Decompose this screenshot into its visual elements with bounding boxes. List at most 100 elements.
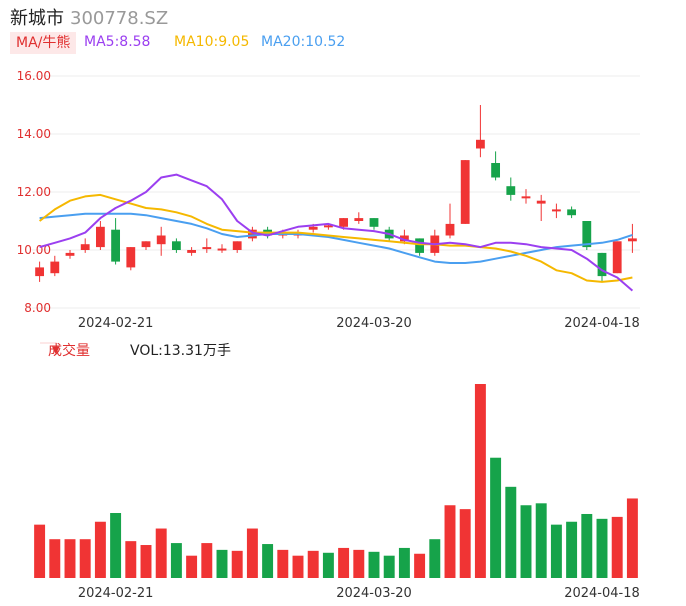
- volume-bar: [34, 524, 46, 578]
- stock-code: 300778.SZ: [70, 8, 169, 29]
- volume-bar: [429, 539, 441, 578]
- candle-body: [536, 200, 546, 204]
- candle-body: [111, 229, 121, 262]
- volume-bar: [474, 384, 486, 578]
- volume-bar: [581, 513, 593, 578]
- volume-bar: [246, 528, 258, 578]
- candle-body: [171, 241, 181, 250]
- ma10-line: [38, 193, 633, 283]
- stock-name: 新城市: [10, 8, 64, 29]
- candle-body: [369, 218, 379, 227]
- volume-bar: [231, 550, 243, 578]
- stock-title: 新城市 300778.SZ: [10, 4, 168, 30]
- candle-body: [187, 250, 197, 253]
- price-date-label: 2024-04-18: [564, 316, 640, 331]
- volume-bar: [414, 553, 426, 578]
- ma5-line: [39, 173, 634, 292]
- price-date-label: 2024-02-21: [78, 316, 154, 331]
- volume-bar: [398, 547, 410, 578]
- volume-tag-label: 成交量: [48, 343, 90, 359]
- volume-bar: [186, 555, 198, 578]
- volume-bar: [383, 555, 395, 578]
- candle-body: [232, 241, 242, 250]
- candle-body: [460, 160, 470, 224]
- candle-body: [445, 223, 455, 236]
- volume-bar: [596, 518, 608, 578]
- volume-bar: [322, 552, 334, 578]
- ma5-legend: MA5:8.58: [84, 34, 151, 50]
- candle-body: [399, 235, 409, 242]
- volume-bar: [520, 505, 532, 578]
- volume-bar: [277, 549, 289, 578]
- volume-bar: [626, 498, 638, 578]
- price-tick-label: 12.00: [17, 185, 51, 199]
- candle-body: [50, 261, 60, 274]
- candle-body: [567, 209, 577, 216]
- candle-body: [247, 229, 257, 239]
- ma-indicator-selector[interactable]: MA/牛熊: [10, 32, 77, 54]
- candle-body: [506, 186, 516, 195]
- volume-date-label: 2024-03-20: [336, 586, 412, 601]
- candle-body: [80, 244, 90, 250]
- candle-body: [475, 139, 485, 149]
- ma20-line: [39, 212, 633, 264]
- candle-body: [521, 196, 531, 199]
- price-tick-label: 8.00: [24, 301, 51, 315]
- volume-bar: [338, 547, 350, 578]
- volume-bar: [125, 541, 137, 578]
- volume-bar: [110, 513, 122, 578]
- candle-body: [65, 252, 75, 256]
- volume-bar: [140, 545, 152, 578]
- candle-body: [323, 225, 333, 228]
- volume-bar: [262, 544, 274, 578]
- volume-bar: [64, 539, 76, 578]
- volume-bar: [550, 524, 562, 578]
- volume-bar: [79, 539, 91, 578]
- volume-bar: [292, 555, 304, 578]
- candle-body: [141, 241, 151, 248]
- volume-indicator-selector[interactable]: 成交量 ▼: [40, 342, 90, 359]
- volume-bar: [353, 549, 365, 578]
- volume-bar: [535, 503, 547, 578]
- volume-bar: [505, 486, 517, 578]
- volume-bar: [566, 521, 578, 578]
- candle-body: [156, 235, 166, 245]
- volume-bar: [444, 505, 456, 578]
- candle-body: [308, 226, 318, 230]
- volume-bar: [201, 543, 213, 578]
- candle-body: [582, 221, 592, 248]
- candle-body: [551, 209, 561, 212]
- volume-bar: [216, 549, 228, 578]
- candle-body: [627, 238, 637, 242]
- candle-body: [35, 267, 45, 277]
- volume-bar: [155, 528, 167, 578]
- candle-body: [202, 247, 212, 250]
- ma20-legend: MA20:10.52: [261, 34, 346, 50]
- candle-body: [217, 248, 227, 251]
- volume-bar: [490, 457, 502, 578]
- volume-date-label: 2024-02-21: [78, 586, 154, 601]
- candle-body: [354, 218, 364, 221]
- volume-bar: [49, 539, 61, 578]
- volume-bar: [94, 521, 106, 578]
- volume-value: VOL:13.31万手: [130, 343, 231, 359]
- candle-body: [126, 247, 136, 268]
- price-tick-label: 16.00: [17, 69, 51, 83]
- candle-body: [415, 238, 425, 253]
- candle-body: [597, 252, 607, 277]
- price-tick-label: 14.00: [17, 127, 51, 141]
- volume-bar: [368, 551, 380, 578]
- candle-body: [339, 218, 349, 227]
- candle-body: [491, 163, 501, 178]
- volume-bar: [459, 509, 471, 578]
- volume-bar: [170, 543, 182, 578]
- volume-date-label: 2024-04-18: [564, 586, 640, 601]
- volume-bar: [611, 516, 623, 578]
- price-date-label: 2024-03-20: [336, 316, 412, 331]
- ma10-legend: MA10:9.05: [174, 34, 250, 50]
- candle-body: [95, 226, 105, 248]
- caret-down-icon: ▼: [52, 345, 60, 356]
- volume-bar: [307, 550, 319, 578]
- candle-body: [612, 241, 622, 274]
